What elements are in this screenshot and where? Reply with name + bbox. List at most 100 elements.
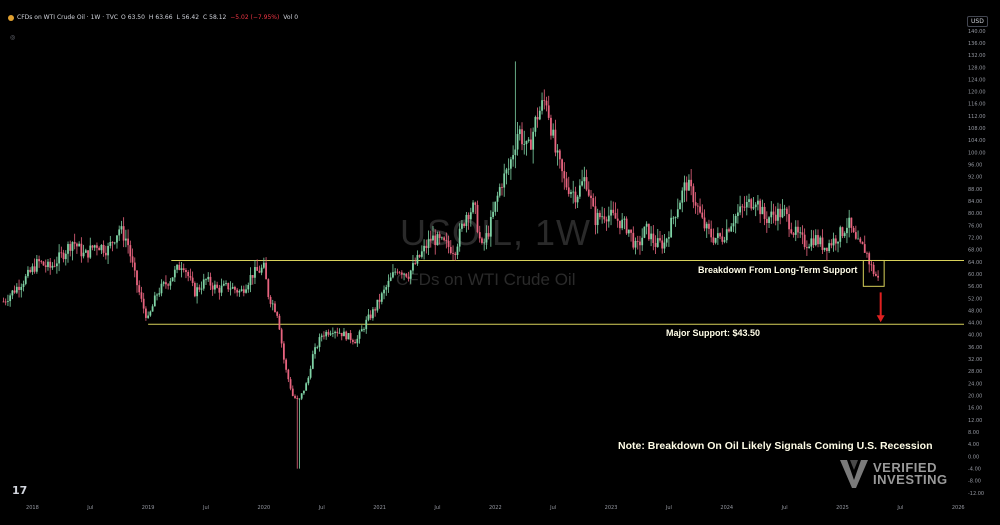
candle-body (18, 286, 20, 291)
candle-body (327, 331, 330, 335)
x-tick-label: 2023 (605, 505, 618, 511)
candle-body (861, 241, 864, 245)
candle-body (171, 277, 174, 282)
candle-body (260, 267, 263, 273)
candle-body (216, 284, 219, 288)
candle-body (64, 253, 67, 260)
currency-selector[interactable]: USD (967, 16, 988, 27)
y-tick-label: 124.00 (968, 77, 986, 83)
candle-body (627, 229, 630, 234)
candle-body (461, 223, 463, 229)
recession-note: Note: Breakdown On Oil Likely Signals Co… (618, 440, 933, 452)
down-arrow-head-icon (876, 315, 885, 323)
candle-body (7, 301, 9, 302)
candle-body (625, 218, 628, 234)
candle-body (387, 280, 390, 288)
candle-body (133, 262, 136, 271)
candle-body (692, 186, 695, 203)
candle-body (670, 217, 673, 238)
candle-body (632, 232, 635, 248)
candle-body (116, 235, 118, 243)
volume-value: 0 (294, 14, 299, 21)
candle-body (240, 289, 243, 291)
y-tick-label: 24.00 (968, 381, 982, 387)
candle-body (423, 245, 425, 252)
candle-body (282, 343, 285, 360)
candle-body (323, 335, 325, 337)
candle-body (583, 177, 586, 182)
candle-body (674, 217, 677, 218)
candle-body (783, 208, 786, 210)
candle-body (69, 244, 72, 251)
candle-body (659, 238, 661, 241)
high-label: H (148, 14, 154, 21)
candle-body (285, 359, 288, 370)
candle-body (229, 288, 232, 290)
candle-body (505, 169, 508, 174)
y-tick-label: 68.00 (968, 248, 982, 254)
candle-body (623, 218, 626, 220)
candle-body (854, 232, 857, 239)
candle-body (587, 189, 590, 196)
ohlc-readout: O 63.50 H 63.66 L 56.42 C 58.12 −5.02 (−7.95… (121, 14, 300, 21)
candle-body (51, 265, 54, 268)
candle-body (478, 232, 481, 239)
candle-body (287, 369, 290, 380)
y-tick-label: -4.00 (968, 466, 981, 472)
candle-body (843, 233, 846, 237)
candle-body (636, 240, 639, 242)
candle-body (754, 204, 757, 208)
candle-body (96, 245, 98, 248)
candle-body (205, 279, 207, 281)
candle-body (581, 181, 584, 186)
candle-body (131, 256, 134, 263)
candle-body (149, 311, 152, 316)
visibility-toggle-icon[interactable]: ◎ (10, 34, 16, 41)
candle-body (454, 253, 457, 255)
candle-body (136, 270, 138, 286)
candle-body (863, 244, 866, 253)
candle-body (420, 251, 423, 257)
y-tick-label: 48.00 (968, 308, 982, 314)
candle-body (73, 242, 76, 244)
candle-body (278, 315, 281, 330)
symbol-description[interactable]: CFDs on WTI Crude Oil · 1W · TVC (17, 14, 119, 21)
y-tick-label: 92.00 (968, 175, 982, 181)
candle-body (857, 238, 859, 240)
candle-body (182, 268, 185, 271)
candle-body (770, 211, 773, 218)
candle-body (607, 215, 610, 222)
candle-body (389, 277, 392, 281)
candle-body (200, 288, 203, 290)
candle-body (303, 390, 305, 394)
candle-body (91, 245, 94, 248)
candle-body (222, 283, 225, 286)
tradingview-logo-icon[interactable]: 17 (12, 484, 28, 497)
y-tick-label: 40.00 (968, 333, 982, 339)
candle-body (507, 168, 510, 170)
candle-body (846, 227, 848, 234)
candle-body (877, 275, 879, 278)
candle-body (20, 286, 23, 291)
candle-body (512, 155, 515, 160)
candle-body (641, 237, 644, 246)
candle-body (409, 270, 412, 279)
y-tick-label: 56.00 (968, 284, 982, 290)
candle-body (681, 190, 684, 203)
y-tick-label: 100.00 (968, 150, 986, 156)
candle-body (797, 226, 799, 233)
candle-body (585, 177, 588, 190)
x-tick-label: 2019 (142, 505, 155, 511)
candle-body (82, 252, 85, 257)
candle-body (84, 250, 87, 253)
candle-body (476, 204, 479, 233)
candle-body (748, 199, 750, 203)
candle-body (496, 195, 499, 202)
candle-body (38, 259, 40, 262)
candle-body (601, 216, 604, 218)
major-support-label: Major Support: $43.50 (666, 328, 761, 338)
candle-body (605, 219, 608, 222)
candle-body (532, 131, 535, 150)
candle-body (318, 337, 321, 348)
